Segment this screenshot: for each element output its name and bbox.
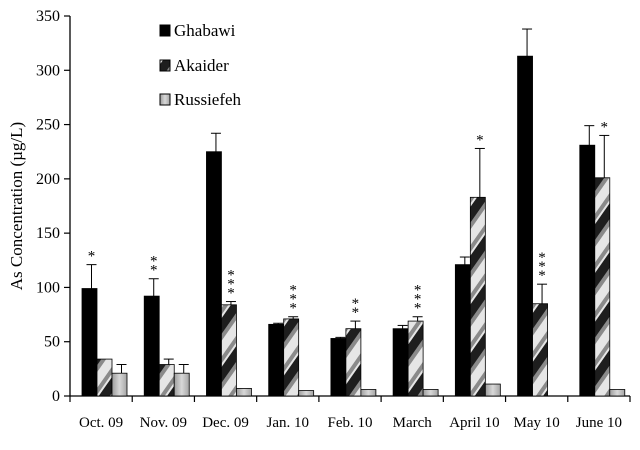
bar-ghabawi — [517, 55, 533, 397]
significance-star: * — [227, 268, 235, 284]
significance-star: * — [538, 268, 546, 284]
legend-label-russiefeh: Russiefeh — [174, 90, 242, 109]
bar-ghabawi — [579, 144, 596, 397]
bar-ghabawi — [454, 264, 471, 397]
significance-star: * — [476, 132, 484, 148]
x-category-label: Oct. 09 — [79, 415, 123, 431]
y-tick-label: 200 — [36, 171, 60, 188]
x-category-label: April 10 — [449, 415, 499, 431]
legend: Ghabawi Akaider Russiefeh — [159, 21, 242, 109]
bar-russiefeh — [236, 387, 252, 397]
legend-swatch-akaider — [159, 59, 171, 72]
bar-akaider — [96, 358, 113, 397]
significance-star: * — [289, 283, 297, 299]
x-category-label: June 10 — [576, 415, 622, 431]
bar-ghabawi — [392, 328, 409, 397]
x-ticks: Oct. 09 Nov. 09 Dec. 09 Jan. 10 Feb. 10 March… — [69, 396, 631, 431]
x-category-label: Feb. 10 — [328, 415, 373, 431]
bar-ghabawi — [330, 338, 347, 397]
y-ticks: 0 50 100 150 200 250 300 350 — [36, 8, 70, 405]
x-category-label: March — [393, 415, 433, 431]
significance-star: * — [352, 305, 360, 321]
bar-ghabawi — [81, 288, 98, 397]
bar-akaider — [158, 364, 175, 397]
legend-swatch-ghabawi — [159, 24, 171, 37]
x-category-label: May 10 — [514, 415, 560, 431]
significance-star: * — [88, 249, 96, 265]
significance-star: * — [414, 283, 422, 299]
y-tick-label: 0 — [52, 388, 60, 405]
x-category-label: Nov. 09 — [140, 415, 187, 431]
bar-ghabawi — [143, 295, 160, 397]
bar-akaider — [407, 320, 424, 397]
bar-akaider — [469, 196, 486, 397]
bar-russiefeh — [484, 383, 501, 397]
significance-star: * — [352, 296, 360, 312]
significance-star: * — [289, 292, 297, 308]
x-category-label: Jan. 10 — [267, 415, 310, 431]
significance-star: * — [414, 301, 422, 317]
bar-russiefeh — [609, 389, 626, 397]
significance-star: * — [227, 286, 235, 302]
bar-akaider — [221, 304, 237, 397]
y-tick-label: 150 — [36, 225, 60, 242]
bar-russiefeh — [298, 390, 315, 397]
error-bars — [86, 28, 610, 374]
y-tick-label: 350 — [36, 8, 60, 25]
bar-akaider — [345, 328, 362, 397]
bar-akaider — [594, 177, 611, 397]
y-tick-label: 50 — [44, 334, 60, 351]
bar-russiefeh — [360, 389, 377, 397]
significance-star: * — [538, 259, 546, 275]
y-axis-title: As Concentration (µg/L) — [7, 122, 26, 290]
bar-akaider — [532, 303, 548, 397]
significance-star: * — [538, 250, 546, 266]
significance-star: * — [227, 277, 235, 293]
y-tick-label: 250 — [36, 117, 60, 134]
bars — [81, 55, 626, 397]
y-tick-label: 100 — [36, 279, 60, 296]
significance-star: * — [414, 292, 422, 308]
bar-russiefeh — [111, 372, 128, 397]
significance-star: * — [150, 263, 158, 279]
significance-star: * — [601, 119, 609, 135]
x-category-label: Dec. 09 — [202, 415, 249, 431]
significance-star: * — [150, 254, 158, 270]
significance-marks: *********** ******** — [88, 119, 608, 321]
legend-label-ghabawi: Ghabawi — [174, 21, 236, 40]
legend-label-akaider: Akaider — [174, 56, 229, 75]
bar-akaider — [283, 318, 300, 397]
y-tick-label: 300 — [36, 62, 60, 79]
significance-star: * — [289, 301, 297, 317]
bar-russiefeh — [422, 389, 439, 397]
bar-russiefeh — [173, 372, 190, 397]
bar-ghabawi — [268, 323, 285, 397]
bar-ghabawi — [206, 151, 222, 397]
legend-swatch-russiefeh — [159, 93, 171, 106]
